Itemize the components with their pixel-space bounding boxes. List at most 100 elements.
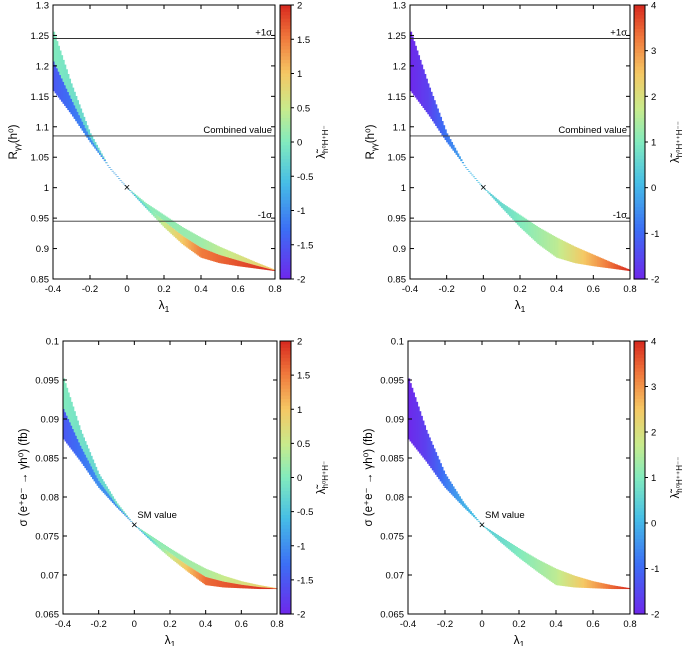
band-slice-upper bbox=[238, 580, 241, 585]
band-slice-upper bbox=[173, 221, 176, 230]
x-tick-label: 0.4 bbox=[550, 284, 563, 295]
colorbar-tick-label: -0.5 bbox=[297, 507, 313, 518]
y-tick-label: 0.1 bbox=[46, 337, 59, 348]
band-slice-upper bbox=[53, 31, 56, 62]
y-tick-label: 1.3 bbox=[393, 1, 406, 12]
band-slice bbox=[626, 268, 630, 271]
band-slice-upper bbox=[231, 578, 234, 584]
colorbar-segment bbox=[634, 107, 645, 112]
colorbar-segment bbox=[280, 124, 291, 129]
colorbar-segment bbox=[280, 480, 291, 485]
band-slice-upper bbox=[255, 584, 258, 587]
band-slice-lower bbox=[199, 573, 202, 581]
band-slice bbox=[565, 242, 568, 261]
band-slice bbox=[578, 248, 581, 264]
colorbar-segment bbox=[280, 381, 291, 386]
colorbar-label-sub: h⁰H⁺H⁻ bbox=[321, 461, 330, 489]
band-slice-lower bbox=[105, 162, 108, 164]
band-slice-upper bbox=[168, 547, 171, 553]
colorbar-segment bbox=[634, 419, 645, 424]
band-slice-lower bbox=[72, 429, 75, 452]
band-slice bbox=[424, 73, 427, 111]
band-slice-lower bbox=[134, 526, 137, 527]
band-slice-lower bbox=[75, 108, 78, 122]
band-slice-lower bbox=[273, 588, 277, 590]
colorbar-segment bbox=[280, 528, 291, 533]
band-slice-lower bbox=[241, 584, 244, 589]
band-slice-upper bbox=[159, 212, 162, 218]
band-slice-lower bbox=[92, 469, 95, 480]
band-slice-upper bbox=[205, 568, 208, 578]
band-slice-lower bbox=[122, 512, 125, 515]
band-slice-lower bbox=[113, 172, 116, 174]
band-slice-upper bbox=[59, 50, 62, 76]
band-slice-upper bbox=[270, 268, 273, 270]
band-slice-upper bbox=[140, 199, 143, 202]
colorbar-segment bbox=[634, 46, 645, 51]
colorbar-label-main: λ̃ bbox=[316, 484, 328, 494]
colorbar-segment bbox=[634, 63, 645, 68]
band-slice bbox=[474, 178, 477, 180]
band-slice bbox=[472, 176, 476, 178]
band-slice-lower bbox=[130, 191, 133, 193]
band-slice-lower bbox=[195, 244, 198, 255]
band-slice bbox=[620, 266, 623, 270]
colorbar-segment bbox=[634, 422, 645, 427]
colorbar-tick-label: 2 bbox=[297, 337, 302, 348]
band-slice-lower bbox=[229, 258, 232, 265]
y-tick-label: 1.1 bbox=[393, 122, 406, 133]
band-slice-lower bbox=[59, 75, 62, 100]
sm-value-label: SM value bbox=[485, 510, 525, 521]
band-slice bbox=[593, 581, 596, 589]
band-slice bbox=[558, 570, 561, 586]
colorbar-segment bbox=[280, 63, 291, 68]
band-slice-upper bbox=[87, 129, 91, 135]
band-slice-upper bbox=[91, 136, 94, 141]
colorbar-segment bbox=[634, 213, 645, 218]
band-slice-lower bbox=[144, 533, 147, 536]
band-slice bbox=[539, 560, 542, 574]
band-slice bbox=[433, 448, 436, 473]
band-slice bbox=[620, 586, 623, 590]
band-slice-upper bbox=[200, 566, 203, 575]
band-slice-upper bbox=[247, 582, 251, 586]
band-slice-lower bbox=[119, 509, 122, 511]
band-slice-upper bbox=[79, 108, 83, 119]
colorbar-segment bbox=[634, 131, 645, 136]
band-slice-upper bbox=[203, 568, 206, 577]
colorbar-segment bbox=[634, 385, 645, 390]
band-slice-lower bbox=[108, 495, 111, 500]
y-tick-label: 1.3 bbox=[36, 1, 49, 12]
band-slice-upper bbox=[149, 206, 152, 210]
band-slice bbox=[441, 466, 444, 484]
band-slice-lower bbox=[104, 489, 107, 495]
band-slice bbox=[551, 235, 554, 255]
x-axis-label-main: λ bbox=[165, 633, 171, 646]
colorbar-segment bbox=[634, 375, 645, 380]
colorbar-segment bbox=[634, 341, 645, 346]
y-tick-label: 1.15 bbox=[31, 92, 50, 103]
colorbar-segment bbox=[634, 128, 645, 133]
band-slice-upper bbox=[133, 193, 137, 195]
band-slice bbox=[626, 587, 630, 590]
band-slice-upper bbox=[252, 583, 255, 587]
x-tick-label: 0.6 bbox=[586, 619, 599, 630]
band-slice-lower bbox=[116, 505, 119, 508]
colorbar-segment bbox=[634, 416, 645, 421]
band-slice-lower bbox=[78, 115, 81, 126]
band-slice-upper bbox=[186, 229, 189, 239]
band-slice bbox=[538, 227, 542, 246]
band-slice-upper bbox=[132, 192, 135, 194]
band-slice bbox=[596, 582, 599, 589]
band-slice bbox=[466, 169, 469, 170]
band-slice-upper bbox=[64, 64, 67, 86]
band-slice-upper bbox=[100, 153, 103, 156]
y-tick-label: 1.2 bbox=[393, 61, 406, 72]
x-tick-label: 0.4 bbox=[199, 619, 212, 630]
band-slice-upper bbox=[262, 265, 265, 268]
colorbar-segment bbox=[280, 426, 291, 431]
colorbar-segment bbox=[280, 409, 291, 414]
band-slice-lower bbox=[143, 204, 146, 207]
band-slice-upper bbox=[246, 582, 249, 586]
band-slice-lower bbox=[73, 432, 76, 454]
